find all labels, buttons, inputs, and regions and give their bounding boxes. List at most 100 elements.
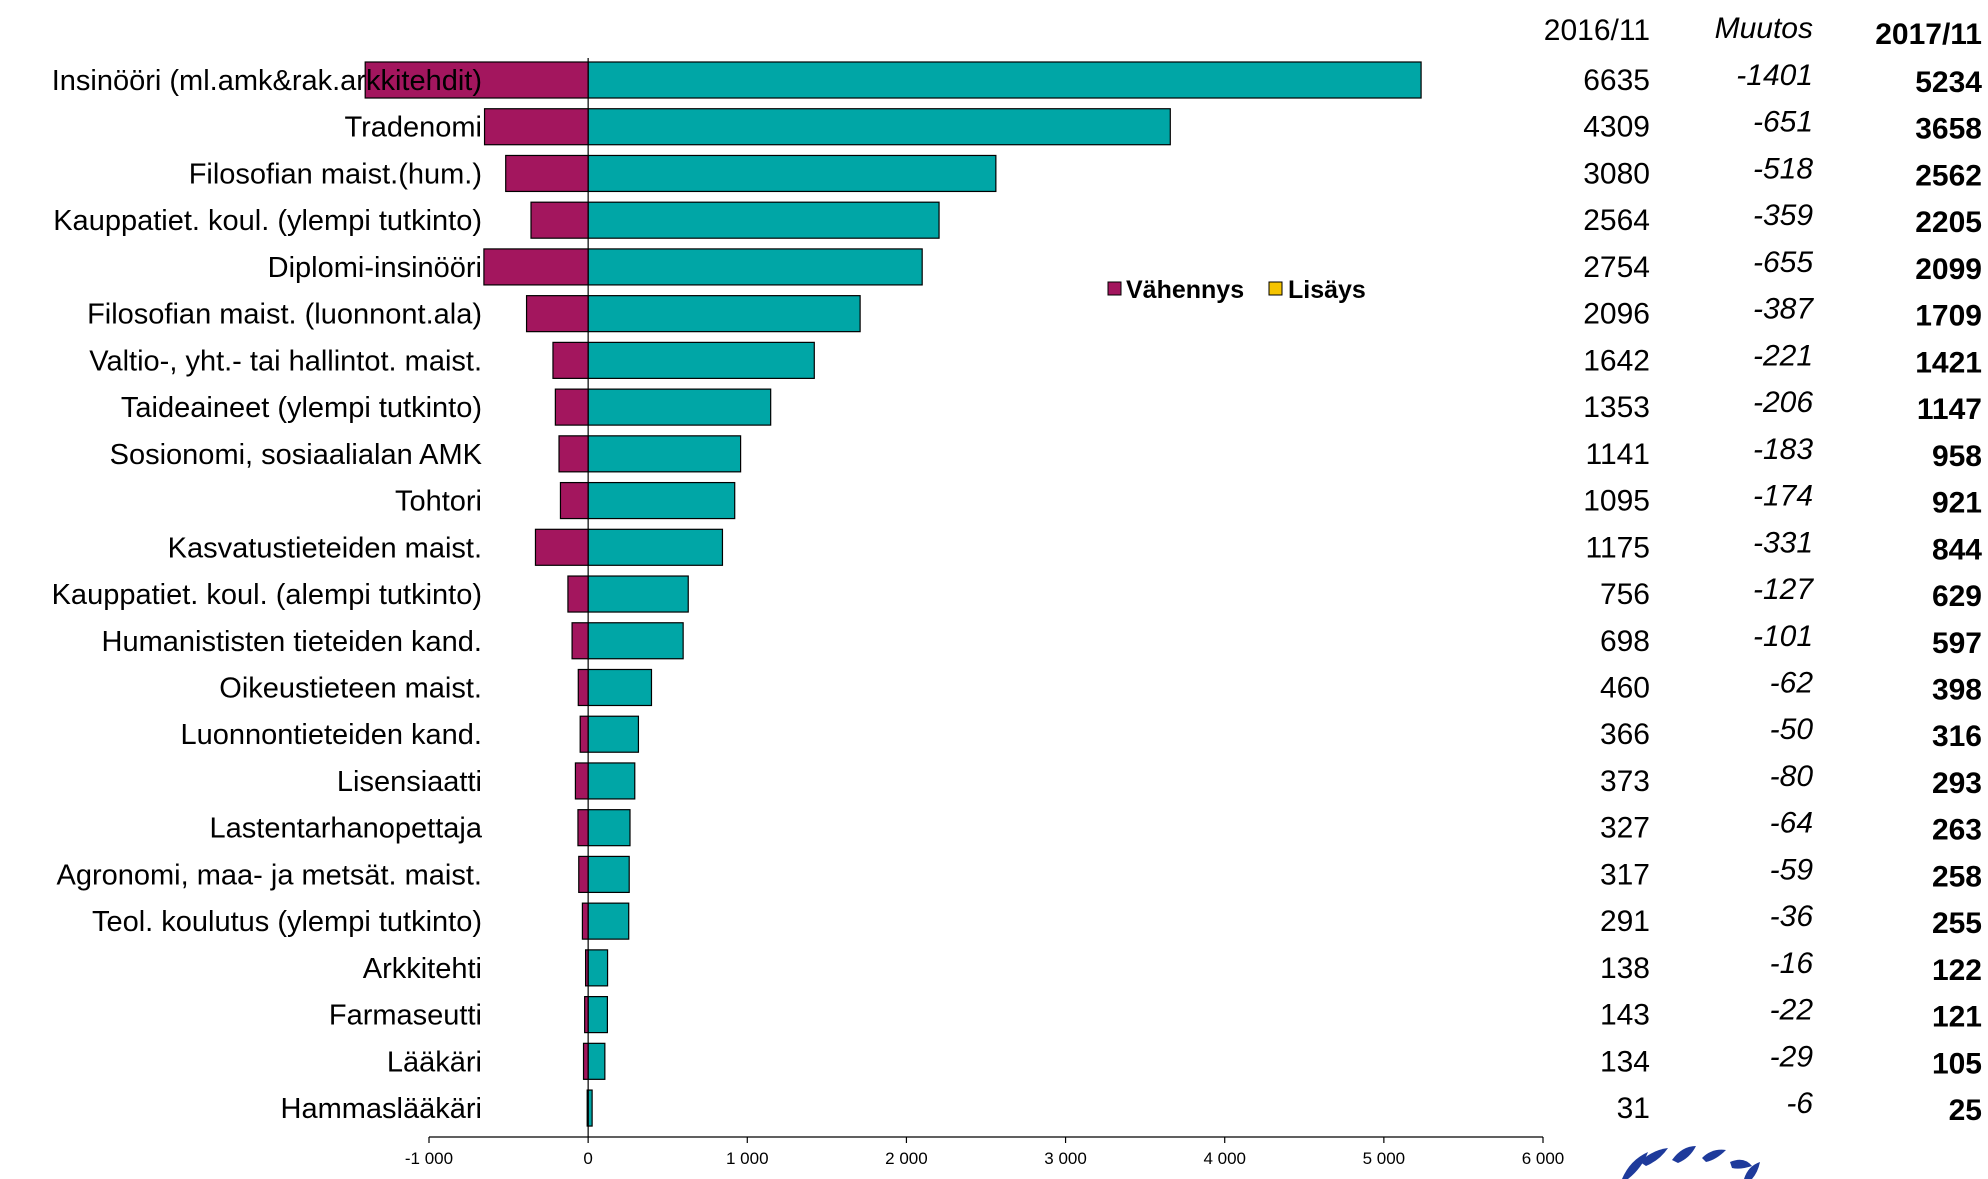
category-label: Lisensiaatti	[337, 766, 482, 798]
bar-base	[587, 248, 923, 286]
laurel-logo-icon	[1622, 1146, 1760, 1179]
bar-decrease	[558, 435, 589, 473]
category-label: Kauppatiet. koul. (alempi tutkinto)	[52, 579, 482, 611]
value-2016: 373	[1600, 765, 1650, 798]
value-change: -50	[1770, 713, 1814, 746]
bar-base	[587, 762, 636, 800]
bar-base	[587, 388, 772, 426]
bar-decrease	[505, 154, 589, 193]
laurel-leaf	[1744, 1162, 1760, 1179]
bar-decrease	[364, 61, 589, 99]
category-label: Tradenomi	[344, 112, 482, 144]
value-change: -183	[1753, 433, 1813, 466]
category-label: Lastentarhanopettaja	[210, 813, 483, 845]
bar-decrease	[579, 715, 589, 753]
value-2016: 291	[1600, 905, 1650, 938]
bar-base	[587, 341, 815, 379]
value-2017: 105	[1932, 1047, 1982, 1080]
x-axis: -1 000 0 1 000 2 000 3 000 4 000 5 000 6 000	[405, 1136, 1565, 1168]
value-2016: 6635	[1583, 64, 1650, 97]
value-2016: 460	[1600, 671, 1650, 704]
x-tick-label: 2 000	[885, 1149, 928, 1168]
value-change: -331	[1753, 526, 1813, 559]
laurel-leaf	[1702, 1149, 1726, 1162]
value-2017: 3658	[1915, 113, 1982, 146]
bar-base	[587, 61, 1422, 99]
value-2016: 138	[1600, 952, 1650, 985]
value-2017: 255	[1932, 907, 1982, 940]
bars-group	[364, 58, 1422, 1137]
value-2016: 2754	[1583, 251, 1650, 284]
value-2017: 263	[1932, 814, 1982, 847]
value-2016: 1175	[1585, 531, 1650, 564]
value-2017: 844	[1932, 533, 1982, 566]
value-change: -221	[1753, 339, 1813, 372]
value-2017: 1147	[1917, 393, 1982, 426]
bar-decrease	[582, 1042, 589, 1080]
value-2017: 921	[1932, 487, 1982, 520]
legend-swatch-decrease	[1107, 281, 1122, 296]
x-tick-label: 4 000	[1203, 1149, 1246, 1168]
x-tick-label: 6 000	[1522, 1149, 1565, 1168]
value-2016: 1095	[1583, 485, 1650, 518]
bar-base	[587, 949, 609, 987]
value-change: -1401	[1736, 59, 1813, 92]
category-label: Agronomi, maa- ja metsät. maist.	[57, 859, 482, 891]
x-tick-label: 5 000	[1363, 1149, 1406, 1168]
value-change: -29	[1770, 1040, 1814, 1073]
laurel-leaf	[1622, 1152, 1648, 1179]
category-label: Kasvatustieteiden maist.	[168, 532, 482, 564]
bar-decrease	[581, 902, 589, 940]
value-2016: 327	[1600, 812, 1650, 845]
category-label: Valtio-, yht.- tai hallintot. maist.	[89, 345, 482, 377]
bar-decrease	[525, 295, 589, 333]
value-change: -101	[1753, 620, 1813, 653]
value-2016: 3080	[1583, 157, 1650, 190]
x-tick-label: 3 000	[1044, 1149, 1087, 1168]
value-2016: 756	[1600, 578, 1650, 611]
value-2016: 1642	[1583, 344, 1650, 377]
laurel-leaf	[1672, 1146, 1696, 1163]
value-change: -64	[1770, 807, 1813, 840]
value-2016: 134	[1600, 1045, 1650, 1078]
value-change: -80	[1770, 760, 1814, 793]
value-2017: 293	[1932, 767, 1982, 800]
value-2016: 2096	[1583, 298, 1650, 331]
value-2016: 2564	[1583, 204, 1650, 237]
value-2016: 31	[1617, 1092, 1650, 1125]
bar-decrease	[577, 809, 589, 847]
bar-base	[587, 575, 689, 613]
value-2016: 1353	[1583, 391, 1650, 424]
value-2017: 2205	[1915, 206, 1982, 239]
value-2016: 698	[1600, 625, 1650, 658]
category-label: Arkkitehti	[363, 953, 482, 985]
bar-base	[587, 809, 631, 847]
bar-base	[587, 108, 1171, 146]
value-change: -6	[1786, 1087, 1813, 1120]
value-2017: 629	[1932, 580, 1982, 613]
category-label: Luonnontieteiden kand.	[180, 719, 482, 751]
value-2017: 1421	[1915, 346, 1982, 379]
bar-base	[587, 622, 684, 660]
bar-base	[587, 855, 630, 894]
value-change: -59	[1770, 853, 1814, 886]
value-2016: 4309	[1583, 111, 1650, 144]
value-change: -62	[1770, 666, 1814, 699]
legend: Vähennys Lisäys	[1107, 276, 1366, 304]
bar-decrease	[554, 388, 589, 426]
bar-decrease	[534, 528, 589, 566]
value-2017: 25	[1949, 1094, 1982, 1127]
bar-base	[587, 902, 630, 940]
laurel-leaf	[1640, 1148, 1668, 1166]
x-tick-label: -1 000	[405, 1149, 453, 1168]
value-change: -16	[1770, 947, 1814, 980]
value-change: -359	[1753, 199, 1813, 232]
value-change: -651	[1753, 106, 1813, 139]
x-tick-label: 0	[583, 1149, 592, 1168]
x-tick-label: 1 000	[726, 1149, 769, 1168]
header-2017: 2017/11	[1875, 18, 1982, 51]
bar-base	[587, 435, 742, 473]
value-2017: 5234	[1915, 66, 1982, 99]
category-label: Filosofian maist.(hum.)	[189, 158, 482, 190]
